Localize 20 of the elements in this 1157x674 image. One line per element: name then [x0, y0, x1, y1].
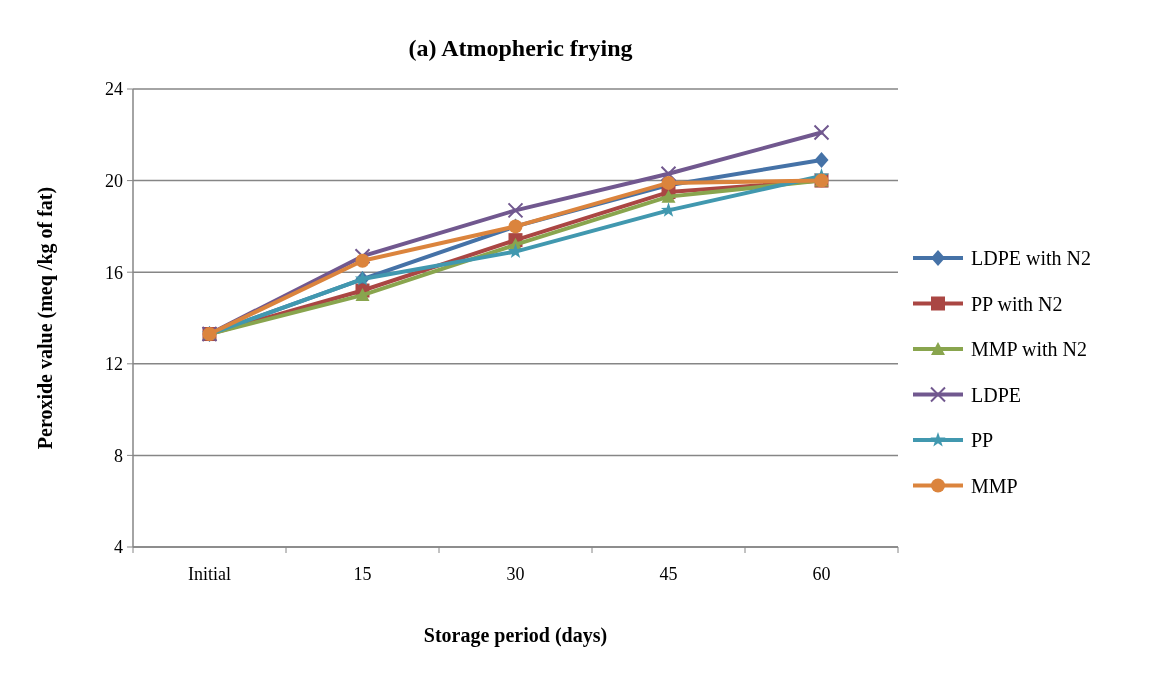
x-tick-label: 15: [353, 564, 372, 584]
legend-label: PP: [971, 429, 994, 451]
x-tick-label: 30: [506, 564, 525, 584]
y-tick-label: 20: [105, 170, 123, 191]
legend-label: MMP: [971, 474, 1018, 497]
x-tick-label: 60: [812, 564, 831, 584]
y-axis-title: Peroxide value (meq /kg of fat): [34, 186, 57, 450]
y-tick-label: 4: [114, 537, 123, 558]
legend-label: LDPE: [971, 383, 1021, 406]
y-tick-label: 8: [114, 445, 123, 466]
legend-label: PP with N2: [971, 292, 1063, 315]
y-tick-label: 12: [105, 354, 123, 375]
x-tick-label: Initial: [188, 564, 231, 584]
x-axis-title: Storage period (days): [423, 624, 608, 647]
legend-label: MMP with N2: [971, 338, 1087, 360]
legend-label: LDPE with N2: [971, 247, 1091, 269]
x-tick-label: 45: [659, 564, 678, 584]
y-tick-label: 24: [105, 79, 123, 100]
y-tick-label: 16: [105, 262, 123, 283]
chart-title: (a) Atmopheric frying: [408, 35, 633, 61]
